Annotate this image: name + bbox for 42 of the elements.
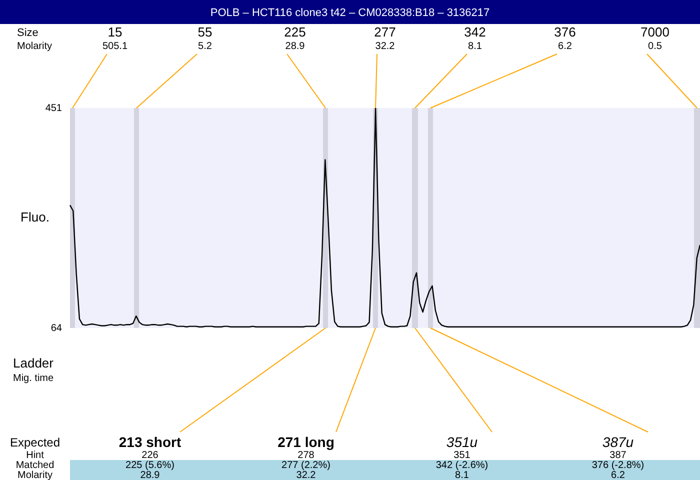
y-axis-title: Fluo.	[20, 210, 50, 225]
text: 0.5	[648, 40, 662, 52]
text: 225 (5.6%)	[126, 460, 174, 471]
text: 278	[298, 450, 315, 461]
text: 277	[374, 24, 396, 40]
text: 225	[284, 24, 306, 40]
text: 6.2	[611, 470, 626, 480]
text: 376	[554, 24, 576, 40]
text: 387u	[602, 434, 634, 450]
text: Matched	[16, 460, 54, 471]
text: 342	[464, 24, 486, 40]
text: 8.1	[468, 40, 482, 52]
text: 387	[610, 450, 627, 461]
text: 7000	[640, 24, 670, 40]
text: 28.9	[285, 40, 306, 52]
text: 32.2	[296, 470, 316, 480]
text: 342 (-2.6%)	[436, 460, 488, 471]
text: 505.1	[102, 40, 128, 52]
text: Hint	[26, 450, 44, 461]
text: 351u	[446, 434, 478, 450]
text: 32.2	[375, 40, 396, 52]
text: 213 short	[118, 434, 182, 450]
text: 6.2	[558, 40, 572, 52]
text: 55	[198, 24, 212, 40]
text: 5.2	[198, 40, 212, 52]
text: 271 long	[278, 434, 334, 450]
text: Molarity	[17, 40, 52, 52]
text: Expected	[10, 435, 60, 450]
y-tick-label: 64	[50, 322, 62, 334]
text: Ladder	[13, 356, 54, 371]
text: 15	[108, 24, 122, 40]
y-tick-label: 451	[45, 102, 62, 114]
text: 28.9	[140, 470, 160, 480]
text: 376 (-2.8%)	[592, 460, 644, 471]
text: Molarity	[17, 470, 53, 480]
text: 226	[142, 450, 159, 461]
text: 8.1	[455, 470, 470, 480]
text: 351	[454, 450, 471, 461]
text: 277 (2.2%)	[282, 460, 330, 471]
chart-title: POLB – HCT116 clone3 t42 – CM028338:B18 – 3136217	[210, 7, 490, 20]
text: Size	[17, 27, 38, 40]
text: Mig. time	[13, 372, 54, 384]
